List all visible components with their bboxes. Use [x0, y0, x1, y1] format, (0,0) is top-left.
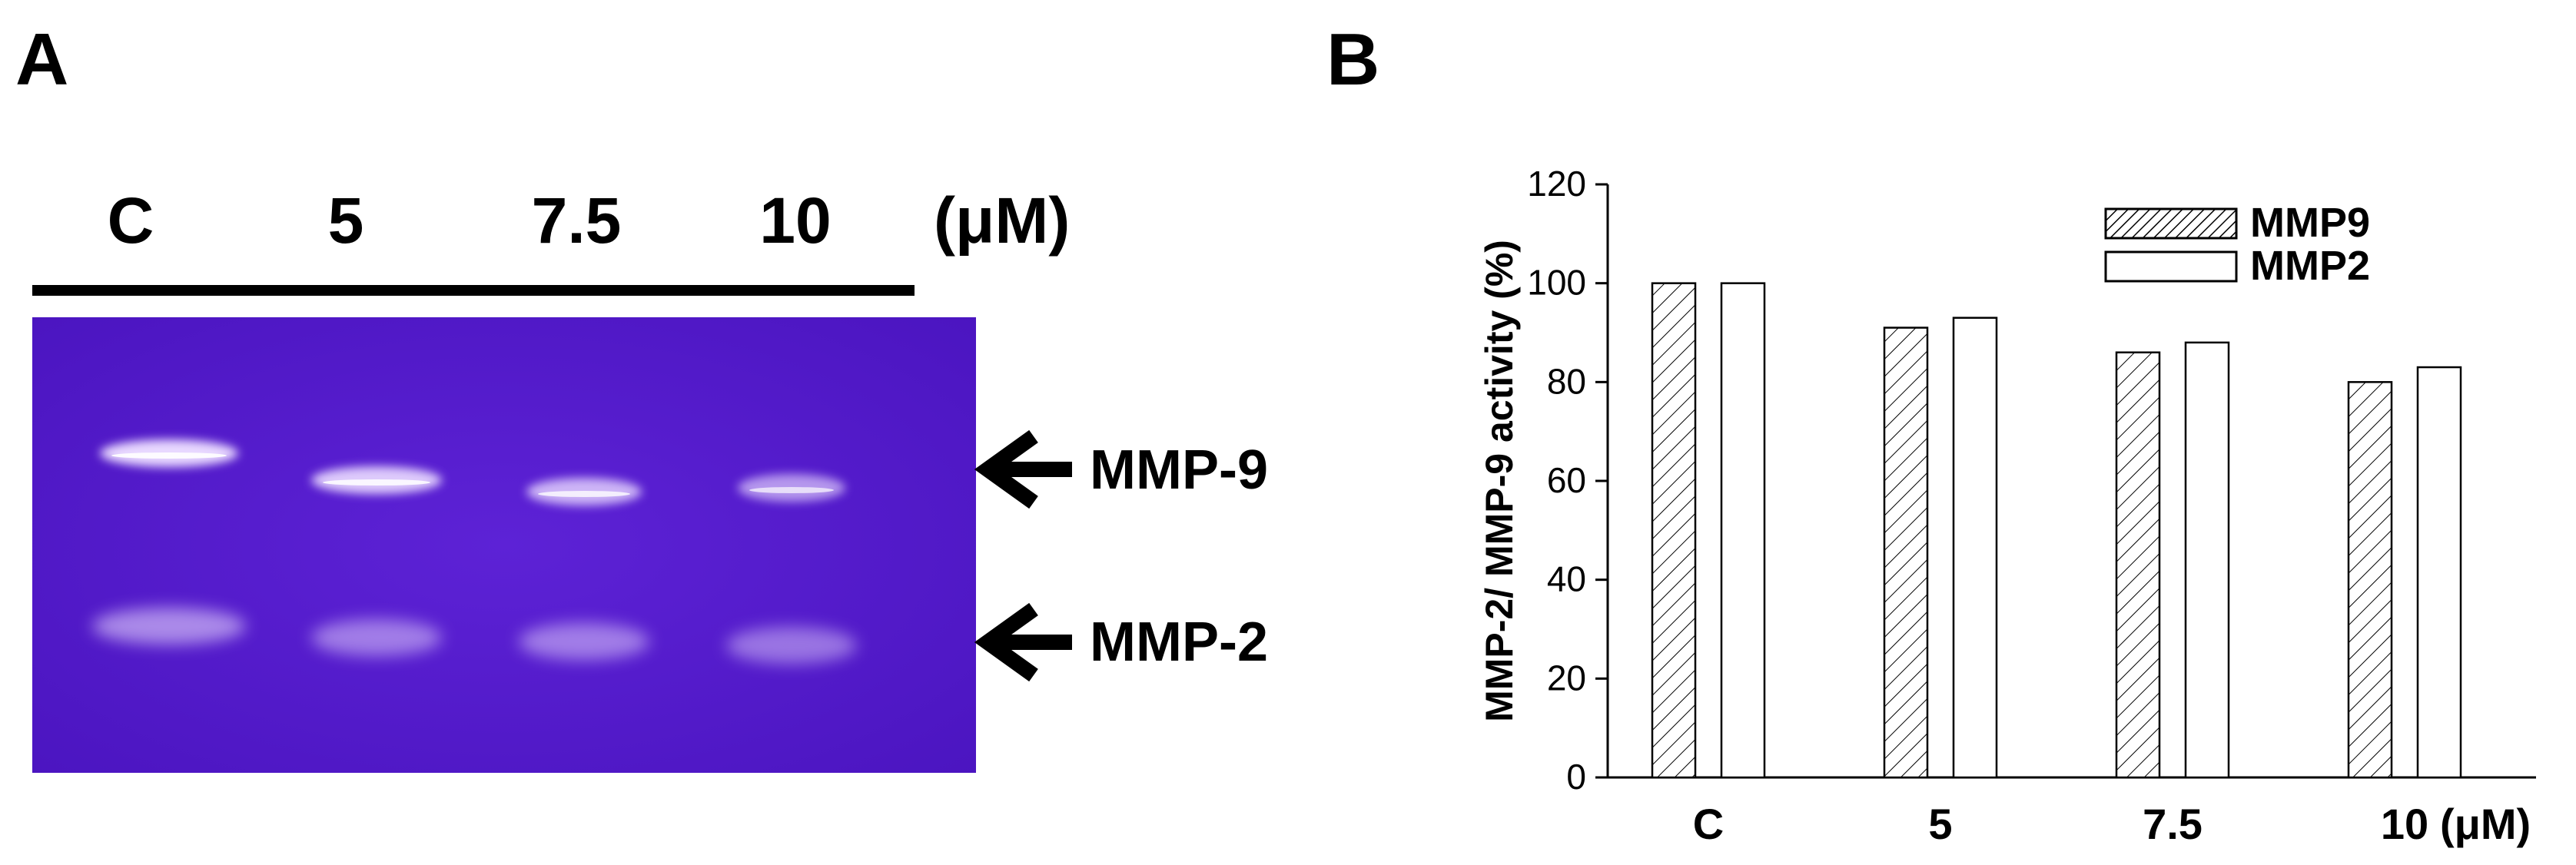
y-tick-label: 40 [1547, 559, 1586, 599]
gel-band-core-lane-2 [323, 479, 430, 486]
gel-band-core-lane-4 [749, 487, 834, 493]
lane-label-10: 10 [759, 184, 832, 257]
bar-mmp2-7-5 [2184, 341, 2230, 779]
bar-mmp9-10 [2347, 381, 2393, 779]
gel-unit-label: (μM) [934, 184, 1071, 257]
x-tick-label: 5 [1928, 800, 1952, 848]
bar-mmp2-C [1720, 282, 1766, 779]
lane-label-5: 5 [327, 184, 364, 257]
bar-mmp2-5 [1952, 317, 1998, 779]
panel-b-label: B [1326, 18, 1380, 101]
y-tick-label: 0 [1566, 757, 1586, 797]
arrow-mmp2-icon [974, 602, 1072, 682]
legend-swatch-mmp2 [2104, 250, 2238, 283]
y-tick-label: 100 [1527, 263, 1586, 303]
x-tick-label: 10 [2381, 800, 2428, 848]
y-tick-label: 80 [1547, 361, 1586, 401]
x-unit-label: (μM) [2440, 800, 2531, 848]
y-tick-label: 20 [1547, 658, 1586, 698]
legend-label-mmp2: MMP2 [2250, 243, 2370, 289]
band-label-mmp2: MMP-2 [1090, 611, 1268, 673]
legend-label-mmp9: MMP9 [2250, 200, 2370, 246]
lane-label-7-5: 7.5 [531, 184, 622, 257]
x-tick-label: 7.5 [2143, 800, 2203, 848]
gel-band-mmp-2-lane-3 [519, 623, 649, 660]
gel-band-mmp-2-lane-4 [726, 627, 857, 664]
panel-a-label: A [15, 18, 69, 101]
gel-band-mmp-2-lane-1 [92, 608, 246, 645]
gel-band-core-lane-3 [538, 491, 630, 497]
y-tick-label: 60 [1547, 460, 1586, 500]
band-label-mmp9: MMP-9 [1090, 439, 1268, 501]
legend-swatch-mmp9 [2104, 207, 2238, 240]
gel-panel [32, 285, 1072, 773]
bar-mmp9-C [1651, 282, 1697, 779]
gel-band-mmp-2-lane-2 [311, 619, 442, 656]
x-tick-label: C [1693, 800, 1724, 848]
y-tick-label: 120 [1527, 164, 1586, 204]
lane-label-c: C [107, 184, 154, 257]
arrow-mmp9-icon [974, 429, 1072, 509]
gel-image [32, 317, 976, 773]
bar-mmp9-7-5 [2115, 351, 2161, 779]
gel-bands [92, 439, 857, 664]
gel-band-core-lane-1 [111, 452, 227, 459]
bar-mmp9-5 [1883, 326, 1929, 779]
y-axis-label: MMP-2/ MMP-9 activity (%) [1478, 240, 1521, 722]
bar-mmp2-10 [2416, 366, 2462, 779]
